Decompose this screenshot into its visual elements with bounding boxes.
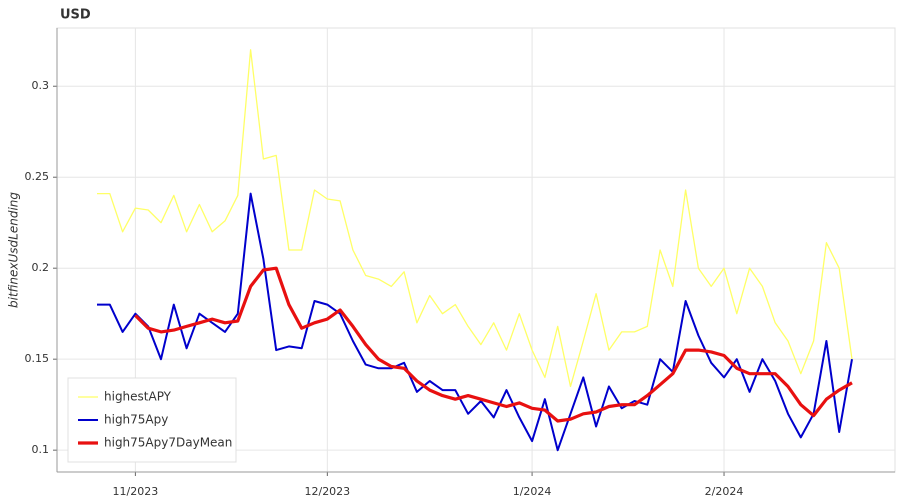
chart-title: USD xyxy=(60,8,91,23)
x-tick-label: 12/2023 xyxy=(304,485,350,498)
series-line xyxy=(97,49,853,388)
y-tick-label: 0.25 xyxy=(25,170,50,183)
x-tick-label: 11/2023 xyxy=(113,485,159,498)
series-line xyxy=(97,192,853,452)
y-axis-label: bitfinexUsdLending xyxy=(7,192,21,308)
x-tick-label: 1/2024 xyxy=(513,485,552,498)
series-line xyxy=(134,266,853,423)
y-tick-label: 0.3 xyxy=(32,79,50,92)
legend-label: high75Apy xyxy=(104,413,168,427)
legend-label: high75Apy7DayMean xyxy=(104,436,232,450)
legend-label: highestAPY xyxy=(104,390,172,404)
x-tick-label: 2/2024 xyxy=(705,485,744,498)
y-tick-label: 0.15 xyxy=(25,352,50,365)
y-tick-label: 0.1 xyxy=(32,443,50,456)
y-tick-label: 0.2 xyxy=(32,261,50,274)
